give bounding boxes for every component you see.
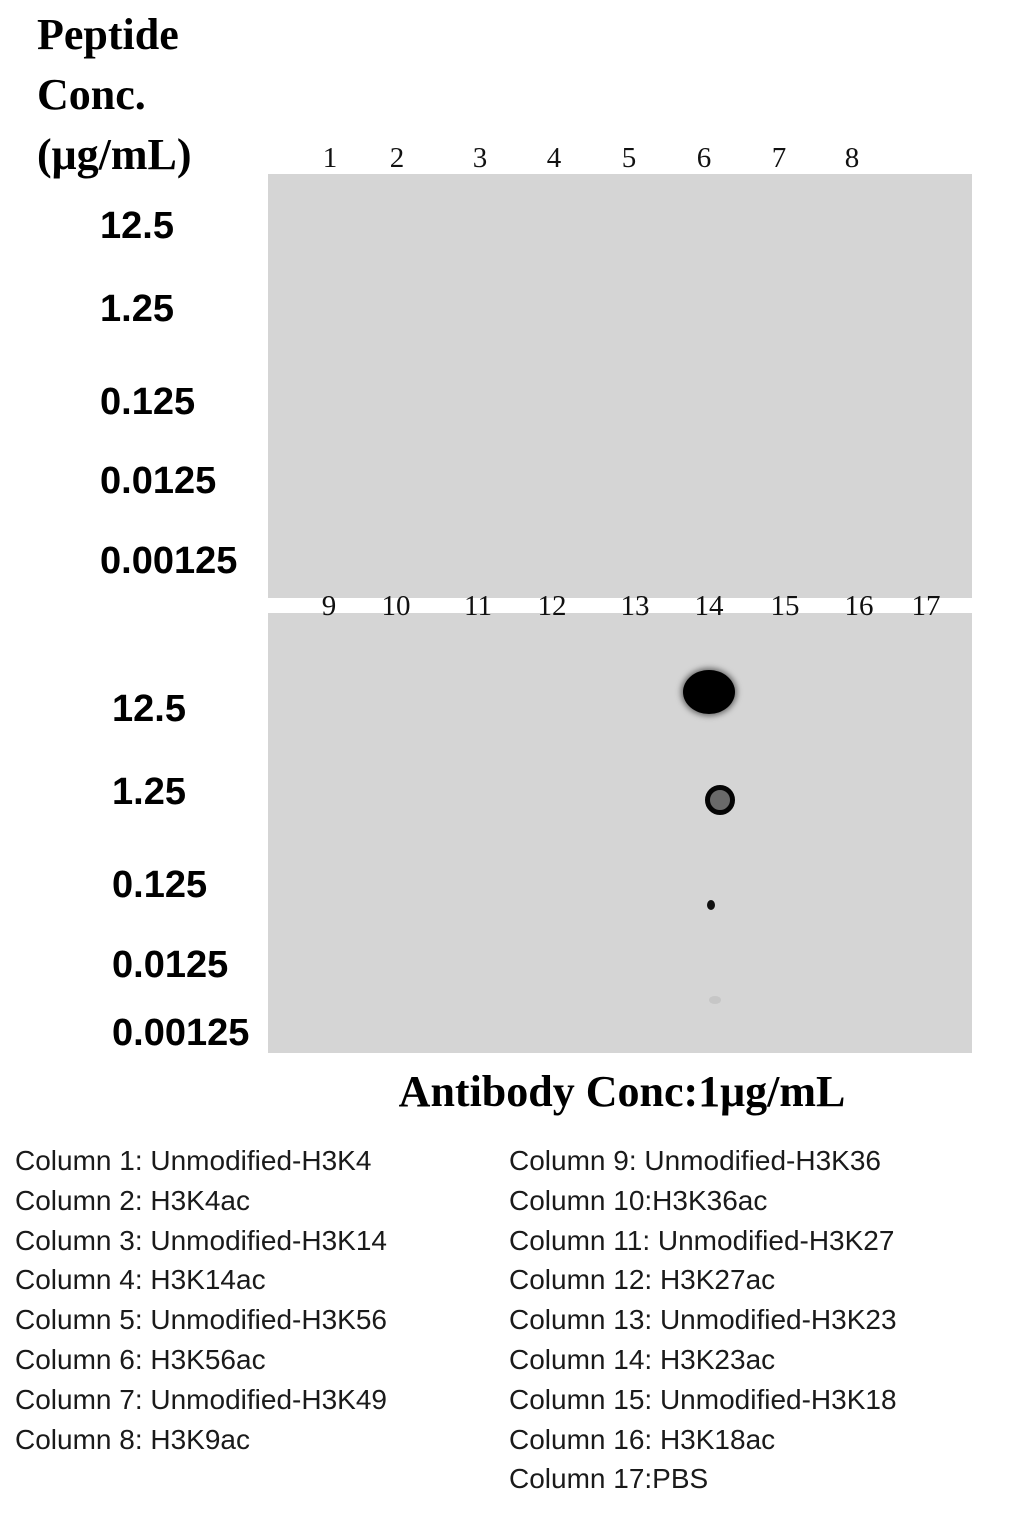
- legend-item: Column 9: Unmodified-H3K36: [509, 1145, 881, 1176]
- column-number: 13: [620, 590, 650, 622]
- legend-item: Column 10:H3K36ac: [509, 1184, 768, 1216]
- legend-item: Column 15: Unmodified-H3K18: [509, 1383, 897, 1415]
- row-label: 12.5: [112, 688, 186, 730]
- legend-item: Column 6: H3K56ac: [15, 1344, 266, 1375]
- row-label: 1.25: [112, 771, 186, 813]
- row-label: 0.0125: [112, 944, 229, 986]
- dot-signal-weak: [707, 900, 715, 910]
- x-axis-title: Antibody Conc:1μg/mL: [398, 1067, 846, 1116]
- column-number: 14: [694, 590, 724, 622]
- row-label: 0.00125: [100, 540, 238, 582]
- legend-item: Column 11: Unmodified-H3K27: [509, 1224, 895, 1256]
- column-number: 4: [546, 142, 562, 174]
- y-title-line: (μg/mL): [37, 130, 192, 179]
- column-number: 12: [537, 590, 567, 622]
- column-number: 9: [321, 590, 337, 622]
- column-number: 15: [770, 590, 800, 622]
- legend-item: Column 13: Unmodified-H3K23: [509, 1304, 897, 1336]
- legend-item: Column 7: Unmodified-H3K49: [15, 1383, 387, 1415]
- y-title-line: Peptide: [37, 10, 179, 59]
- legend-item: Column 5: Unmodified-H3K56: [15, 1304, 387, 1336]
- column-number: 17: [911, 590, 941, 622]
- row-label: 12.5: [100, 205, 174, 247]
- column-number: 6: [696, 142, 712, 174]
- column-number: 8: [844, 142, 860, 174]
- legend-item: Column 8: H3K9ac: [15, 1423, 251, 1455]
- membrane-bottom-panel: [268, 613, 972, 1053]
- column-number: 5: [621, 142, 637, 174]
- legend-item: Column 2: H3K4ac: [15, 1184, 251, 1216]
- y-title-line: Conc.: [37, 70, 146, 119]
- row-label: 0.125: [100, 381, 196, 423]
- legend-item: Column 12: H3K27ac: [509, 1264, 776, 1296]
- row-label: 0.0125: [100, 460, 217, 502]
- column-number: 16: [844, 590, 874, 622]
- legend-item: Column 16: H3K18ac: [509, 1423, 776, 1455]
- column-number: 11: [464, 590, 492, 622]
- column-number: 1: [322, 142, 338, 174]
- column-number: 10: [381, 590, 411, 622]
- dot-signal-trace: [709, 996, 721, 1004]
- dot-signal-medium: [705, 785, 735, 815]
- legend-item: Column 17:PBS: [509, 1463, 709, 1495]
- legend-item: Column 3: Unmodified-H3K14: [15, 1224, 387, 1256]
- row-label: 0.00125: [112, 1012, 250, 1054]
- dot-signal-strong: [683, 670, 735, 714]
- legend-item: Column 1: Unmodified-H3K4: [15, 1145, 372, 1176]
- column-number: 7: [771, 142, 787, 174]
- legend-item: Column 4: H3K14ac: [15, 1264, 266, 1296]
- column-number: 2: [389, 142, 405, 174]
- membrane-top-panel: [268, 174, 972, 598]
- column-number: 3: [472, 142, 488, 174]
- row-label: 1.25: [100, 288, 174, 330]
- legend-item: Column 14: H3K23ac: [509, 1344, 776, 1375]
- row-label: 0.125: [112, 864, 208, 906]
